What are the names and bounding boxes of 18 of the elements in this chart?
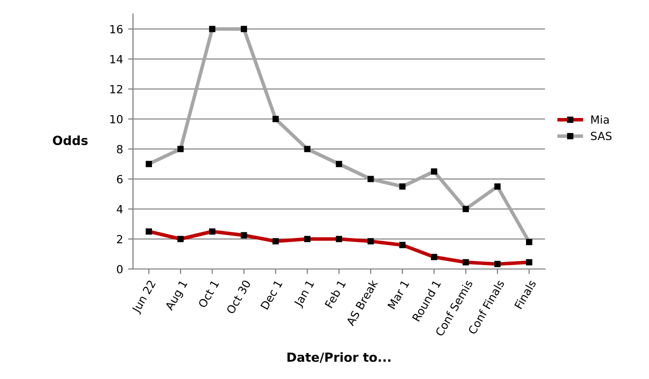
legend-label: Mia xyxy=(591,115,609,124)
y-tick-label: 6 xyxy=(116,174,123,184)
y-tick-label: 10 xyxy=(110,114,123,124)
y-tick-label: 16 xyxy=(110,24,123,34)
x-tick-label: Oct 30 xyxy=(226,279,251,314)
y-tick-label: 0 xyxy=(116,264,123,274)
y-tick-label: 14 xyxy=(110,55,123,64)
x-tick-label: Jan 1 xyxy=(293,280,316,309)
y-tick-label: 12 xyxy=(110,84,122,94)
x-tick-label: Feb 1 xyxy=(324,280,346,308)
x-tick-label: Jun 22 xyxy=(131,280,158,315)
legend-label: SAS xyxy=(590,132,612,140)
y-tick-label: 8 xyxy=(116,144,123,154)
y-tick-label: 4 xyxy=(116,205,123,214)
x-tick-label: Oct 1 xyxy=(198,280,220,308)
x-axis-title: Date/Prior to... xyxy=(287,352,390,363)
y-tick-label: 2 xyxy=(117,234,122,244)
y-axis-title: Odds xyxy=(52,135,88,146)
